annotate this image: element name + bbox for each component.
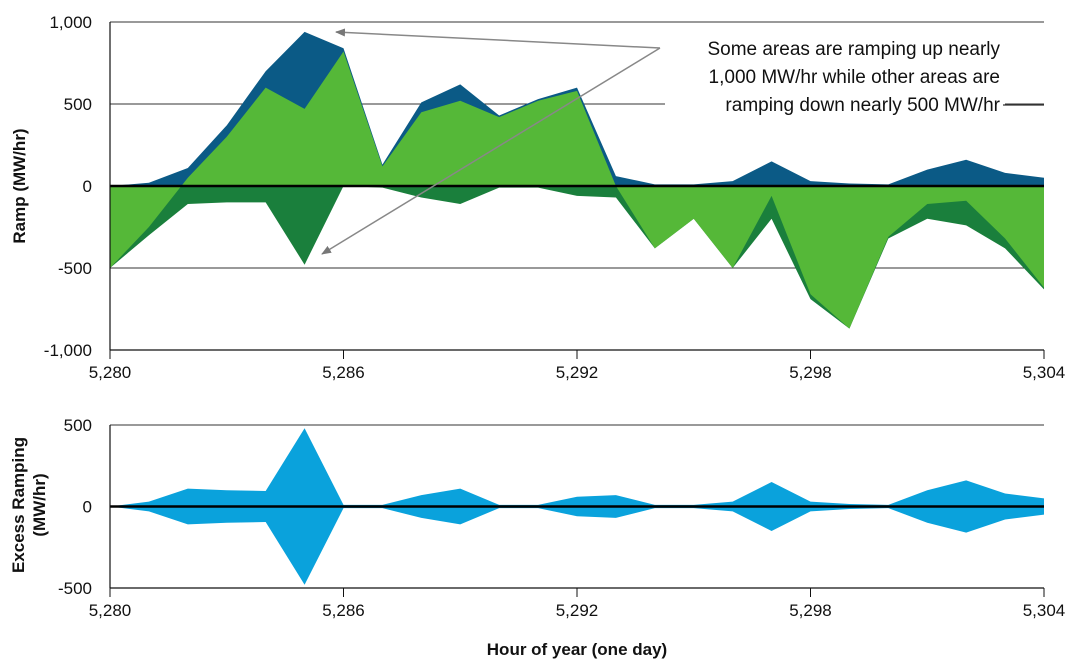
top-chart-areas — [110, 31, 1044, 329]
x-tick-label: 5,292 — [556, 363, 599, 382]
y-tick-label: -500 — [58, 579, 92, 598]
y-tick-label: -500 — [58, 259, 92, 278]
x-tick-label: 5,298 — [789, 363, 832, 382]
annotation-line: 1,000 MW/hr while other areas are — [709, 67, 1000, 88]
x-tick-label: 5,286 — [322, 363, 365, 382]
y-tick-label: -1,000 — [44, 341, 92, 360]
y-tick-label: 0 — [83, 177, 92, 196]
y-tick-label: 500 — [64, 95, 92, 114]
x-tick-label: 5,280 — [89, 363, 132, 382]
y-tick-label: 0 — [83, 498, 92, 517]
x-tick-label: 5,280 — [89, 601, 132, 620]
net-ramp-area — [110, 51, 1044, 329]
arrow-to-trough — [321, 47, 661, 255]
x-axis-title: Hour of year (one day) — [487, 640, 667, 659]
x-tick-label: 5,304 — [1023, 601, 1066, 620]
y-tick-label: 1,000 — [49, 13, 92, 32]
top-y-axis-title: Ramp (MW/hr) — [10, 128, 29, 243]
annotation-background — [665, 30, 1005, 122]
arrow-to-peak — [335, 28, 661, 49]
annotation: Some areas are ramping up nearly 1,000 MW… — [321, 28, 1044, 255]
bottom-y-axis-title-line-2: (MW/hr) — [30, 473, 49, 536]
y-tick-label: 500 — [64, 416, 92, 435]
x-tick-label: 5,286 — [322, 601, 365, 620]
x-tick-label: 5,292 — [556, 601, 599, 620]
bottom-y-axis-title-line-1: Excess Ramping — [9, 437, 28, 573]
x-tick-label: 5,298 — [789, 601, 832, 620]
x-tick-label: 5,304 — [1023, 363, 1066, 382]
bottom-chart-axis: 5,280 5,286 5,292 5,298 5,304 — [89, 425, 1066, 620]
top-chart-axis: 5,280 5,286 5,292 5,298 5,304 — [89, 22, 1066, 382]
annotation-line: ramping down nearly 500 MW/hr — [725, 95, 1000, 116]
annotation-line: Some areas are ramping up nearly — [707, 39, 1000, 60]
bottom-chart-areas — [110, 428, 1044, 585]
